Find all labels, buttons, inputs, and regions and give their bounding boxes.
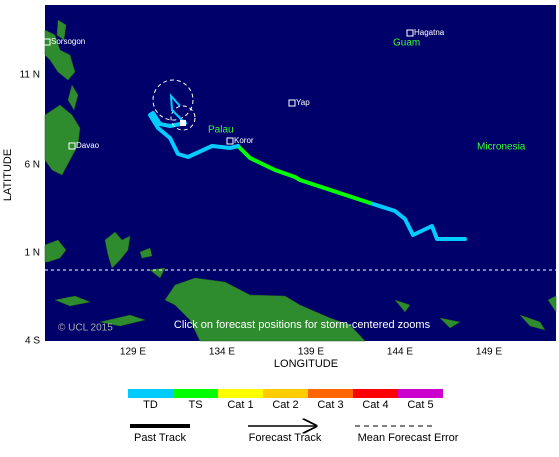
category-label: TD <box>143 399 158 411</box>
place-label: Sorsogon <box>51 37 85 46</box>
place-label: Yap <box>296 98 310 107</box>
place-label: Davao <box>76 141 100 150</box>
legend: TD TS Cat 1 Cat 2 Cat 3 Cat 4 Cat 5 Past Track F… <box>128 389 459 444</box>
category-swatch <box>173 389 218 398</box>
category-label: Cat 2 <box>272 399 298 411</box>
x-tick-label: 149 E <box>476 347 502 358</box>
forecast-track-label: Forecast Track <box>249 432 322 444</box>
mean-error-label: Mean Forecast Error <box>358 432 459 444</box>
storm-track[interactable] <box>148 111 467 241</box>
x-tick-label: 134 E <box>209 347 235 358</box>
category-swatch <box>128 389 173 398</box>
forecast[interactable] <box>152 79 196 131</box>
place-marker <box>43 38 51 46</box>
region-label: Palau <box>208 125 234 136</box>
copyright: © UCL 2015 <box>58 323 113 334</box>
category-label: Cat 5 <box>407 399 433 411</box>
category-swatch <box>263 389 308 398</box>
hint: Click on forecast positions for storm-ce… <box>174 319 431 331</box>
past-track-label: Past Track <box>134 432 186 444</box>
x-tick-label: 139 E <box>298 347 324 358</box>
category-label: Cat 4 <box>362 399 388 411</box>
category-swatch <box>353 389 398 398</box>
category-label: Cat 1 <box>227 399 253 411</box>
place-marker <box>288 99 296 107</box>
y-tick-label: 11 N <box>20 70 40 81</box>
y-axis-label: LATITUDE <box>2 149 14 201</box>
place-label: Koror <box>234 136 254 145</box>
x-axis-label: LONGITUDE <box>274 358 338 370</box>
place-marker <box>406 29 414 37</box>
place-marker <box>68 142 76 150</box>
place-marker <box>226 137 234 145</box>
x-tick-label: 144 E <box>387 347 413 358</box>
category-label: TS <box>188 399 202 411</box>
y-tick-label: 4 S <box>25 336 40 347</box>
land <box>44 19 557 342</box>
region-label: Micronesia <box>477 142 526 153</box>
category-swatch <box>398 389 443 398</box>
axes: 129 E 134 E 139 E 144 E 149 E 11 N 6 N 1 N 4 S LO… <box>2 70 502 370</box>
ocean[interactable] <box>45 5 556 341</box>
places: Sorsogon Hagatna Yap Koror Davao Guam Palau Mic… <box>43 28 526 334</box>
x-tick-label: 129 E <box>120 347 146 358</box>
category-swatch <box>308 389 353 398</box>
y-tick-label: 1 N <box>24 248 40 259</box>
category-label: Cat 3 <box>317 399 343 411</box>
region-label: Guam <box>393 38 420 49</box>
y-tick-label: 6 N <box>24 160 40 171</box>
category-swatch <box>218 389 263 398</box>
place-label: Hagatna <box>414 28 445 37</box>
